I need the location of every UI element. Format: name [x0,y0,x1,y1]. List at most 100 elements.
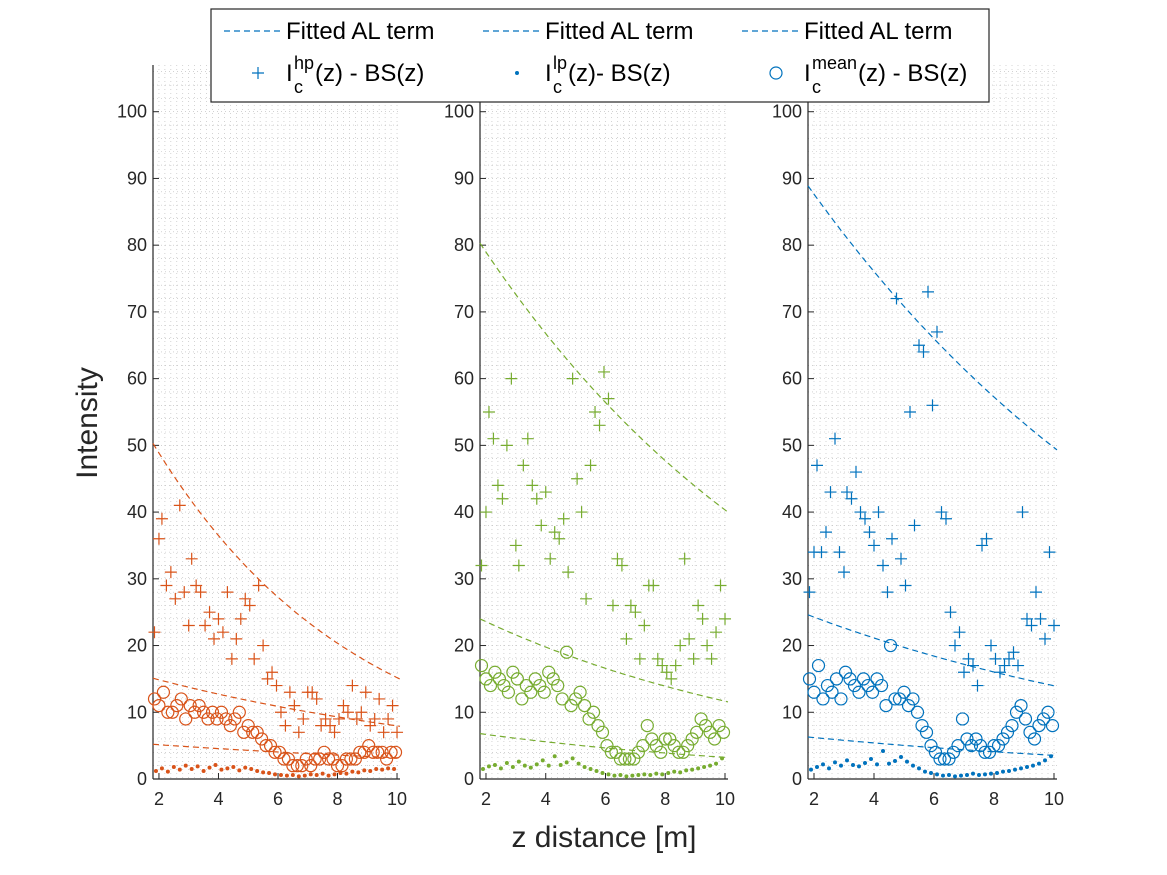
hp-point [203,606,216,619]
lp-point [965,772,969,777]
mean-point [192,698,206,713]
mean-point [609,745,623,759]
hp-point [155,512,168,525]
mean-point [537,685,551,699]
mean-point [1032,719,1046,733]
mean-point [586,705,601,719]
hp-point [332,712,345,725]
hp-point [164,566,177,579]
mean-point [897,685,911,699]
hp-point [373,692,386,705]
lp-point [492,762,497,767]
mean-point [228,712,242,726]
lp-point [827,766,831,771]
x-tick-label: 4 [869,789,879,809]
hp-point [190,579,203,592]
hp-point [872,506,885,519]
hp-point [895,552,907,565]
hp-point [606,599,619,612]
mean-point [237,725,251,739]
hp-point [705,652,718,665]
mean-point [712,719,726,733]
mean-point [501,685,515,699]
mean-point [879,698,893,713]
hp-point [674,639,687,652]
mean-point [1036,712,1051,726]
mean-point [888,692,902,706]
mean-point [569,692,583,706]
y-tick-label: 0 [137,769,147,789]
minor-grid [808,65,1057,779]
mean-point [987,739,1001,753]
lp-point [983,772,987,777]
y-tick-label: 70 [454,302,474,322]
y-tick-label: 20 [454,636,474,656]
mean-point [366,745,380,759]
hp-point [279,719,292,732]
mean-point [205,705,220,719]
hp-point [216,626,229,639]
hp-point [890,292,903,305]
mean-point [829,672,844,686]
mean-point [690,725,704,739]
y-tick-label: 100 [444,102,474,122]
mean-point [874,678,889,693]
hp-point [714,579,727,592]
lp-point [296,774,301,779]
hp-point [173,499,186,512]
lp-point [308,772,313,777]
mean-point [555,692,569,706]
hp-point [274,706,287,719]
hp-point [382,712,395,725]
y-tick-label: 10 [127,702,147,722]
hp-point [1003,652,1015,665]
hp-point [701,639,714,652]
hp-point [633,652,646,665]
legend-label-sup: mean [812,53,857,73]
lp-point [696,766,701,771]
hp-point [562,566,575,579]
lp-point [642,772,647,777]
lp-point [195,764,200,769]
hp-point [479,506,492,519]
mean-point [672,745,686,759]
mean-point [991,739,1006,753]
mean-point [223,719,237,733]
lp-point [546,763,551,768]
mean-point [843,672,857,686]
lp-point [660,772,665,777]
lp-point [887,761,891,766]
y-tick-label: 60 [782,369,802,389]
x-tick-label: 8 [660,789,670,809]
hp-point [221,586,234,599]
y-tick-label: 0 [792,769,802,789]
lp-point [833,760,837,765]
mean-point [339,752,354,766]
hp-point [535,519,548,532]
mean-point [645,732,659,746]
x-tick-label: 6 [929,789,939,809]
mean-point [152,698,166,713]
mean-point [232,705,246,719]
mean-point [973,739,988,753]
mean-point [214,705,229,719]
x-tick-label: 6 [273,789,283,809]
mean-point [901,698,916,713]
y-tick-label: 70 [782,302,802,322]
mean-point [384,745,398,759]
panel-right: 0 10 20 30 40 50 60 70 80 90 100 2 4 6 8 10 [772,65,1064,809]
hp-point [288,699,301,712]
hp-point [958,666,970,679]
hp-point [1039,632,1051,645]
hp-point [854,506,867,519]
lp-point [284,773,289,778]
lp-point [534,762,539,767]
mean-point [524,685,538,699]
lp-point [273,772,278,777]
mean-point [388,745,403,759]
hp-point [487,432,500,445]
mean-point [506,665,520,679]
hp-point [225,652,238,665]
lp-point [851,762,855,767]
hp-point [1021,612,1033,625]
